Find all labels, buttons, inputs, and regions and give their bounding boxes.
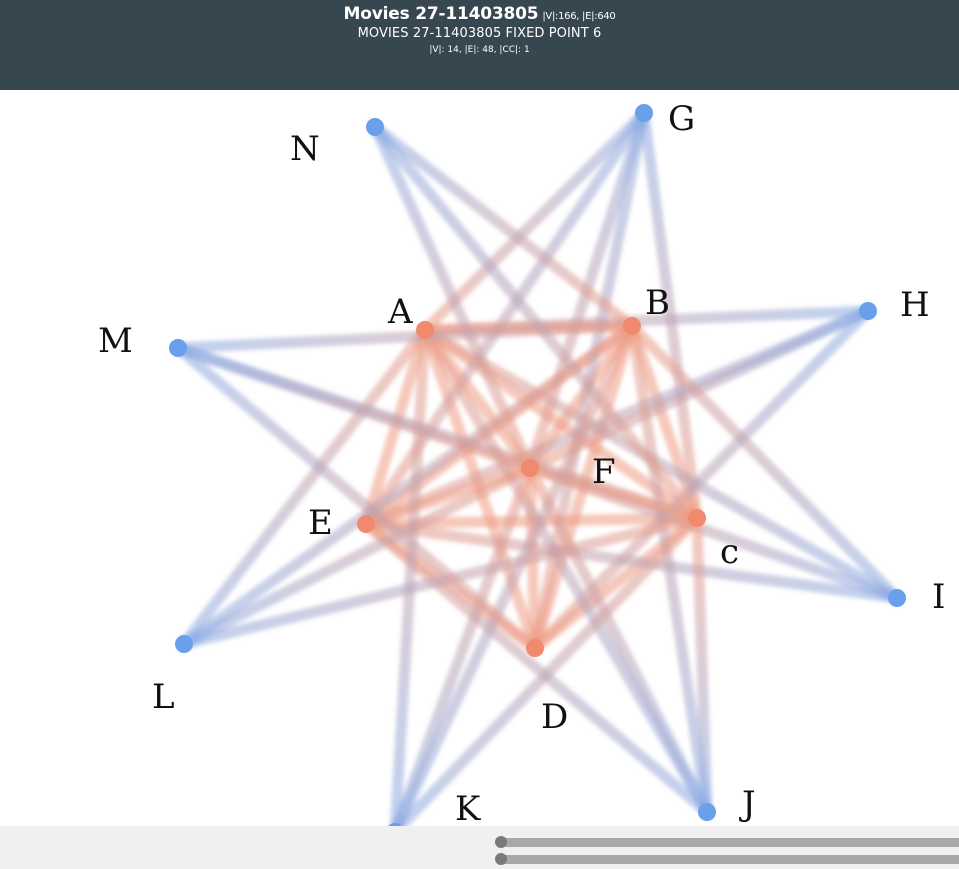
upper-slider-thumb[interactable] <box>495 836 507 848</box>
edge-K-B <box>389 320 638 838</box>
node-L[interactable] <box>175 635 193 653</box>
edge-J-C <box>691 512 713 818</box>
edge-L-B <box>178 320 638 650</box>
edge-K-A <box>389 324 431 838</box>
edge-L-C <box>178 512 703 650</box>
node-label-C: c <box>720 532 739 572</box>
edge-J-F <box>524 462 713 818</box>
edge-K-C <box>389 512 703 838</box>
edge-I-F <box>524 462 903 604</box>
node-B[interactable] <box>623 317 641 335</box>
edge-N-C <box>369 121 703 524</box>
node-label-M: M <box>98 321 133 361</box>
node-M[interactable] <box>169 339 187 357</box>
node-I[interactable] <box>888 589 906 607</box>
edge-N-B <box>369 121 638 332</box>
node-C[interactable] <box>688 509 706 527</box>
node-J[interactable] <box>698 803 716 821</box>
edge-N-F <box>369 121 536 474</box>
edge-G-A <box>419 107 650 336</box>
node-label-J: J <box>739 784 756 824</box>
node-label-B: B <box>645 283 670 323</box>
footer-panel <box>0 826 959 869</box>
edge-J-E <box>360 518 713 818</box>
node-E[interactable] <box>357 515 375 533</box>
node-label-G: G <box>668 99 695 139</box>
node-F[interactable] <box>521 459 539 477</box>
edge-M-B <box>172 320 638 354</box>
edge-J-B <box>626 320 713 818</box>
node-label-K: K <box>455 789 481 829</box>
upper-slider-track[interactable] <box>501 838 959 847</box>
node-D[interactable] <box>526 639 544 657</box>
node-N[interactable] <box>366 118 384 136</box>
node-label-F: F <box>592 452 616 492</box>
graph-subtitle: MOVIES 27-11403805 FIXED POINT 6 <box>357 26 602 41</box>
edge-I-B <box>626 320 903 604</box>
title-row: Movies 27-11403805 |V|:166, |E|:640 <box>0 4 959 24</box>
node-H[interactable] <box>859 302 877 320</box>
edge-I-A <box>419 324 903 604</box>
edge-L-F <box>178 462 536 650</box>
node-G[interactable] <box>635 104 653 122</box>
lower-slider-thumb[interactable] <box>495 853 507 865</box>
edge-B-C <box>626 320 703 524</box>
node-A[interactable] <box>416 321 434 339</box>
node-label-N: N <box>290 129 320 169</box>
node-label-D: D <box>541 697 568 737</box>
edge-I-E <box>360 518 903 604</box>
labels-layer: A Bc D E F G H I J K L M N <box>98 99 945 829</box>
edge-L-A <box>178 324 431 650</box>
edge-K-F <box>389 462 536 838</box>
graph-substats: |V|: 14, |E|: 48, |CC|: 1 <box>429 45 530 55</box>
node-label-E: E <box>308 503 333 543</box>
edge-M-F <box>172 342 536 474</box>
node-label-H: H <box>900 285 930 325</box>
edge-M-D <box>172 342 541 654</box>
graph-header: Movies 27-11403805 |V|:166, |E|:640 MOVIE… <box>0 0 959 90</box>
graph-title-stats: |V|:166, |E|:640 <box>542 11 616 22</box>
edges-layer <box>172 107 903 838</box>
edge-H-A <box>419 305 874 336</box>
lower-slider-track[interactable] <box>501 855 959 864</box>
node-label-A: A <box>387 292 413 332</box>
graph-title: Movies 27-11403805 <box>343 4 539 24</box>
node-label-L: L <box>152 677 175 717</box>
node-label-I: I <box>932 577 945 617</box>
